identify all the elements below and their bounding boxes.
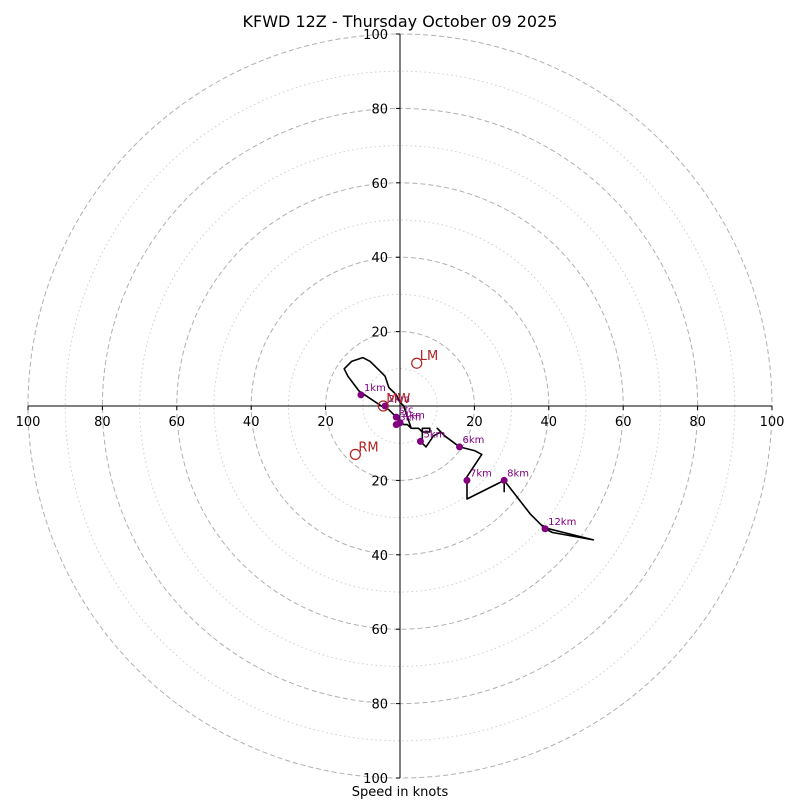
x-tick-label: 40: [243, 415, 260, 430]
height-marker-point: [396, 419, 404, 427]
chart-title: KFWD 12Z - Thursday October 09 2025: [243, 12, 558, 31]
height-marker-point: [541, 525, 549, 533]
height-marker-label: sfc: [399, 405, 413, 416]
height-marker-label: 3km: [399, 413, 421, 424]
x-axis-label: Speed in knots: [352, 785, 449, 800]
storm-motion-label: RM: [358, 440, 378, 455]
height-marker-label: 7km: [470, 468, 492, 479]
storm-motion-point: [411, 357, 423, 369]
height-marker-label: 2km: [388, 394, 410, 405]
x-tick-label: 60: [169, 415, 186, 430]
storm-motion-point: [377, 400, 389, 412]
tick-labels: 100 80 60 40 20 20 40 60 80 100 100 80 60 40 20 20 40 60 8…: [16, 28, 785, 787]
height-marker-label: 6km: [463, 435, 485, 446]
storm-motion-markers: LM MW RM: [349, 349, 438, 460]
storm-motion-label: MW: [386, 392, 410, 407]
height-marker-point: [416, 437, 424, 445]
height-marker-point: [392, 413, 400, 421]
x-tick-label: 80: [689, 415, 706, 430]
x-tick-label: 20: [317, 415, 334, 430]
storm-motion-point: [349, 448, 361, 460]
height-marker-label: 12km: [548, 517, 576, 528]
storm-motion-label: LM: [420, 349, 438, 364]
height-marker-label: 1km: [364, 383, 386, 394]
height-marker-point: [500, 476, 508, 484]
height-marker-point: [463, 476, 471, 484]
height-marker-point: [357, 391, 365, 399]
y-tick-label: 40: [371, 549, 388, 564]
y-tick-label: 100: [363, 28, 388, 43]
x-tick-label: 20: [466, 415, 483, 430]
x-tick-label: 60: [615, 415, 632, 430]
height-marker-point: [381, 402, 389, 410]
y-tick-label: 80: [371, 102, 388, 117]
height-marker-label: 4km: [403, 411, 425, 422]
y-tick-label: 20: [371, 474, 388, 489]
y-tick-label: 100: [363, 772, 388, 787]
y-tick-label: 80: [371, 698, 388, 713]
height-marker-label: 5km: [423, 429, 445, 440]
x-tick-label: 100: [760, 415, 785, 430]
x-tick-label: 100: [16, 415, 41, 430]
height-marker-point: [456, 443, 464, 451]
height-marker-label: 8km: [507, 468, 529, 479]
y-tick-label: 20: [371, 326, 388, 341]
x-tick-label: 80: [94, 415, 111, 430]
chart-axes: [28, 34, 772, 778]
y-tick-label: 40: [371, 251, 388, 266]
y-tick-label: 60: [371, 623, 388, 638]
y-tick-label: 60: [371, 177, 388, 192]
x-tick-label: 40: [541, 415, 558, 430]
